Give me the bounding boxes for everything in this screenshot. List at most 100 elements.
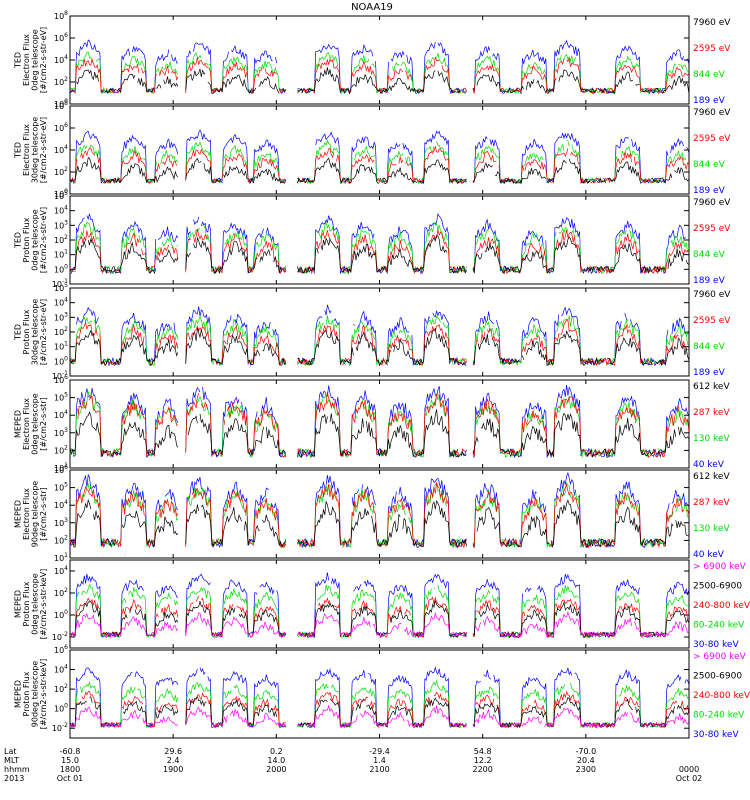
legend-entry: 844 eV <box>693 250 726 260</box>
x-tick-label: 2000 <box>266 765 286 774</box>
y-tick-label: 105 <box>54 282 68 293</box>
legend-entry: 844 eV <box>693 160 726 170</box>
legend-entry: 2595 eV <box>693 134 731 144</box>
panel-6: 101 102 103 104 105 106 MEPEDElectron Flux90de… <box>13 464 730 563</box>
panel-ylabel: MEPEDElectron Flux90deg telescope[#/cm2-… <box>13 481 48 548</box>
chart-title: NOAA19 <box>351 2 393 13</box>
series-line <box>69 481 689 549</box>
ylabel-line: Electron Flux <box>22 398 31 450</box>
x-row-label: MLT <box>4 756 19 765</box>
x-row-label: 2013 <box>4 774 24 783</box>
y-tick-label: 104 <box>54 664 68 675</box>
legend-entry: 189 eV <box>693 186 726 196</box>
series-line <box>69 611 689 639</box>
series-line <box>69 409 690 458</box>
legend-entry: > 6900 keV <box>693 652 747 662</box>
y-tick-label: 101 <box>54 462 68 473</box>
legend-entry: 40 keV <box>693 460 725 470</box>
ylabel-line: MEPED <box>13 590 22 618</box>
series-line <box>69 39 690 95</box>
ylabel-line: [#/cm2-s-str] <box>39 397 48 450</box>
series-line <box>69 304 690 367</box>
panel-7: 10-2 100 102 104 MEPEDProton Flux0deg telesc… <box>13 559 750 650</box>
ylabel-line: Electron Flux <box>22 34 31 86</box>
x-tick-label: 0.2 <box>270 747 283 756</box>
panel-2: 100 102 104 106 108 TEDElectron Flux30deg tel… <box>13 100 731 199</box>
ylabel-line: 30deg telescope <box>30 117 39 184</box>
y-tick-label: 106 <box>54 32 68 43</box>
panel-ylabel: MEPEDElectron Flux0deg telescope[#/cm2-s… <box>13 393 48 454</box>
x-tick-label: -60.8 <box>60 747 81 756</box>
ylabel-line: [#/cm2-s-str] <box>39 487 48 540</box>
y-tick-label: 108 <box>54 10 68 21</box>
y-tick-label: 102 <box>54 326 68 337</box>
series-line <box>69 327 690 367</box>
ylabel-line: [#/cm2-s-str-eV] <box>39 207 48 273</box>
ylabel-line: 30deg telescope <box>30 299 39 366</box>
ylabel-line: MEPED <box>13 500 22 528</box>
series-line <box>69 391 690 459</box>
ylabel-line: MEPED <box>13 680 22 708</box>
legend-entry: 844 eV <box>693 70 726 80</box>
ylabel-line: 0deg telescope <box>30 209 39 270</box>
panel-3: 10-1 100 101 102 103 104 105 TEDProton Flux0deg… <box>13 190 731 289</box>
y-tick-label: 102 <box>54 234 68 245</box>
ylabel-line: Proton Flux <box>22 581 31 626</box>
y-tick-label: 10-1 <box>52 370 68 381</box>
ylabel-line: Electron Flux <box>22 124 31 176</box>
y-tick-label: 106 <box>54 122 68 133</box>
x-tick-label: 2100 <box>369 765 389 774</box>
panel-5: 101 102 103 104 105 106 MEPEDElectron Flux0deg… <box>13 374 730 473</box>
x-row-label: Lat <box>4 747 17 756</box>
x-row-label: hhmm <box>4 765 30 774</box>
panel-ylabel: MEPEDProton Flux90deg telescope[#/cm2-s-… <box>13 659 48 730</box>
y-tick-label: 102 <box>54 534 68 545</box>
y-tick-label: 101 <box>54 341 68 352</box>
ylabel-line: 0deg telescope <box>30 573 39 634</box>
legend-entry: 7960 eV <box>693 108 731 118</box>
ylabel-line: 90deg telescope <box>30 481 39 548</box>
legend-entry: 2500-6900 <box>693 672 742 682</box>
ylabel-line: TED <box>13 52 22 69</box>
legend-entry: 844 eV <box>693 342 726 352</box>
x-tick-label: 14.0 <box>267 756 285 765</box>
legend-entry: 2595 eV <box>693 224 731 234</box>
ylabel-line: TED <box>13 142 22 159</box>
y-tick-label: 106 <box>54 464 68 475</box>
y-tick-label: 100 <box>54 188 68 199</box>
series-line <box>69 145 690 185</box>
ylabel-line: MEPED <box>13 410 22 438</box>
ylabel-line: [#/cm2-s-str-keV] <box>39 569 48 640</box>
legend-entry: 612 keV <box>693 382 730 392</box>
series-line <box>69 704 690 729</box>
y-tick-label: 105 <box>54 482 68 493</box>
legend-entry: 240-800 keV <box>693 691 750 701</box>
legend-entry: 40 keV <box>693 550 725 560</box>
panel-ylabel: MEPEDProton Flux0deg telescope[#/cm2-s-s… <box>13 569 48 640</box>
series-line <box>69 56 690 95</box>
y-tick-label: 102 <box>54 683 68 694</box>
ylabel-line: [#/cm2-s-str-eV] <box>39 117 48 183</box>
legend-entry: 130 keV <box>693 434 730 444</box>
legend-entry: 80-240 keV <box>693 711 745 721</box>
x-tick-label: -70.0 <box>575 747 596 756</box>
legend-entry: 287 keV <box>693 408 730 418</box>
series-line <box>72 498 689 549</box>
ylabel-line: Proton Flux <box>22 309 31 354</box>
series-line <box>69 235 689 275</box>
legend-entry: 7960 eV <box>693 18 731 28</box>
y-tick-label: 105 <box>54 190 68 201</box>
y-tick-label: 101 <box>54 552 68 563</box>
x-tick-label: 1.4 <box>373 756 386 765</box>
y-tick-label: 102 <box>54 587 68 598</box>
x-tick-label: 2.4 <box>167 756 180 765</box>
y-tick-label: 103 <box>54 427 68 438</box>
legend-entry: 287 keV <box>693 498 730 508</box>
x-tick-label: 12.2 <box>474 756 492 765</box>
ylabel-line: TED <box>13 324 22 341</box>
x-tick-label: -29.4 <box>369 747 390 756</box>
y-tick-label: 100 <box>54 98 68 109</box>
y-tick-label: 104 <box>54 565 68 576</box>
legend-entry: 30-80 keV <box>693 730 739 740</box>
